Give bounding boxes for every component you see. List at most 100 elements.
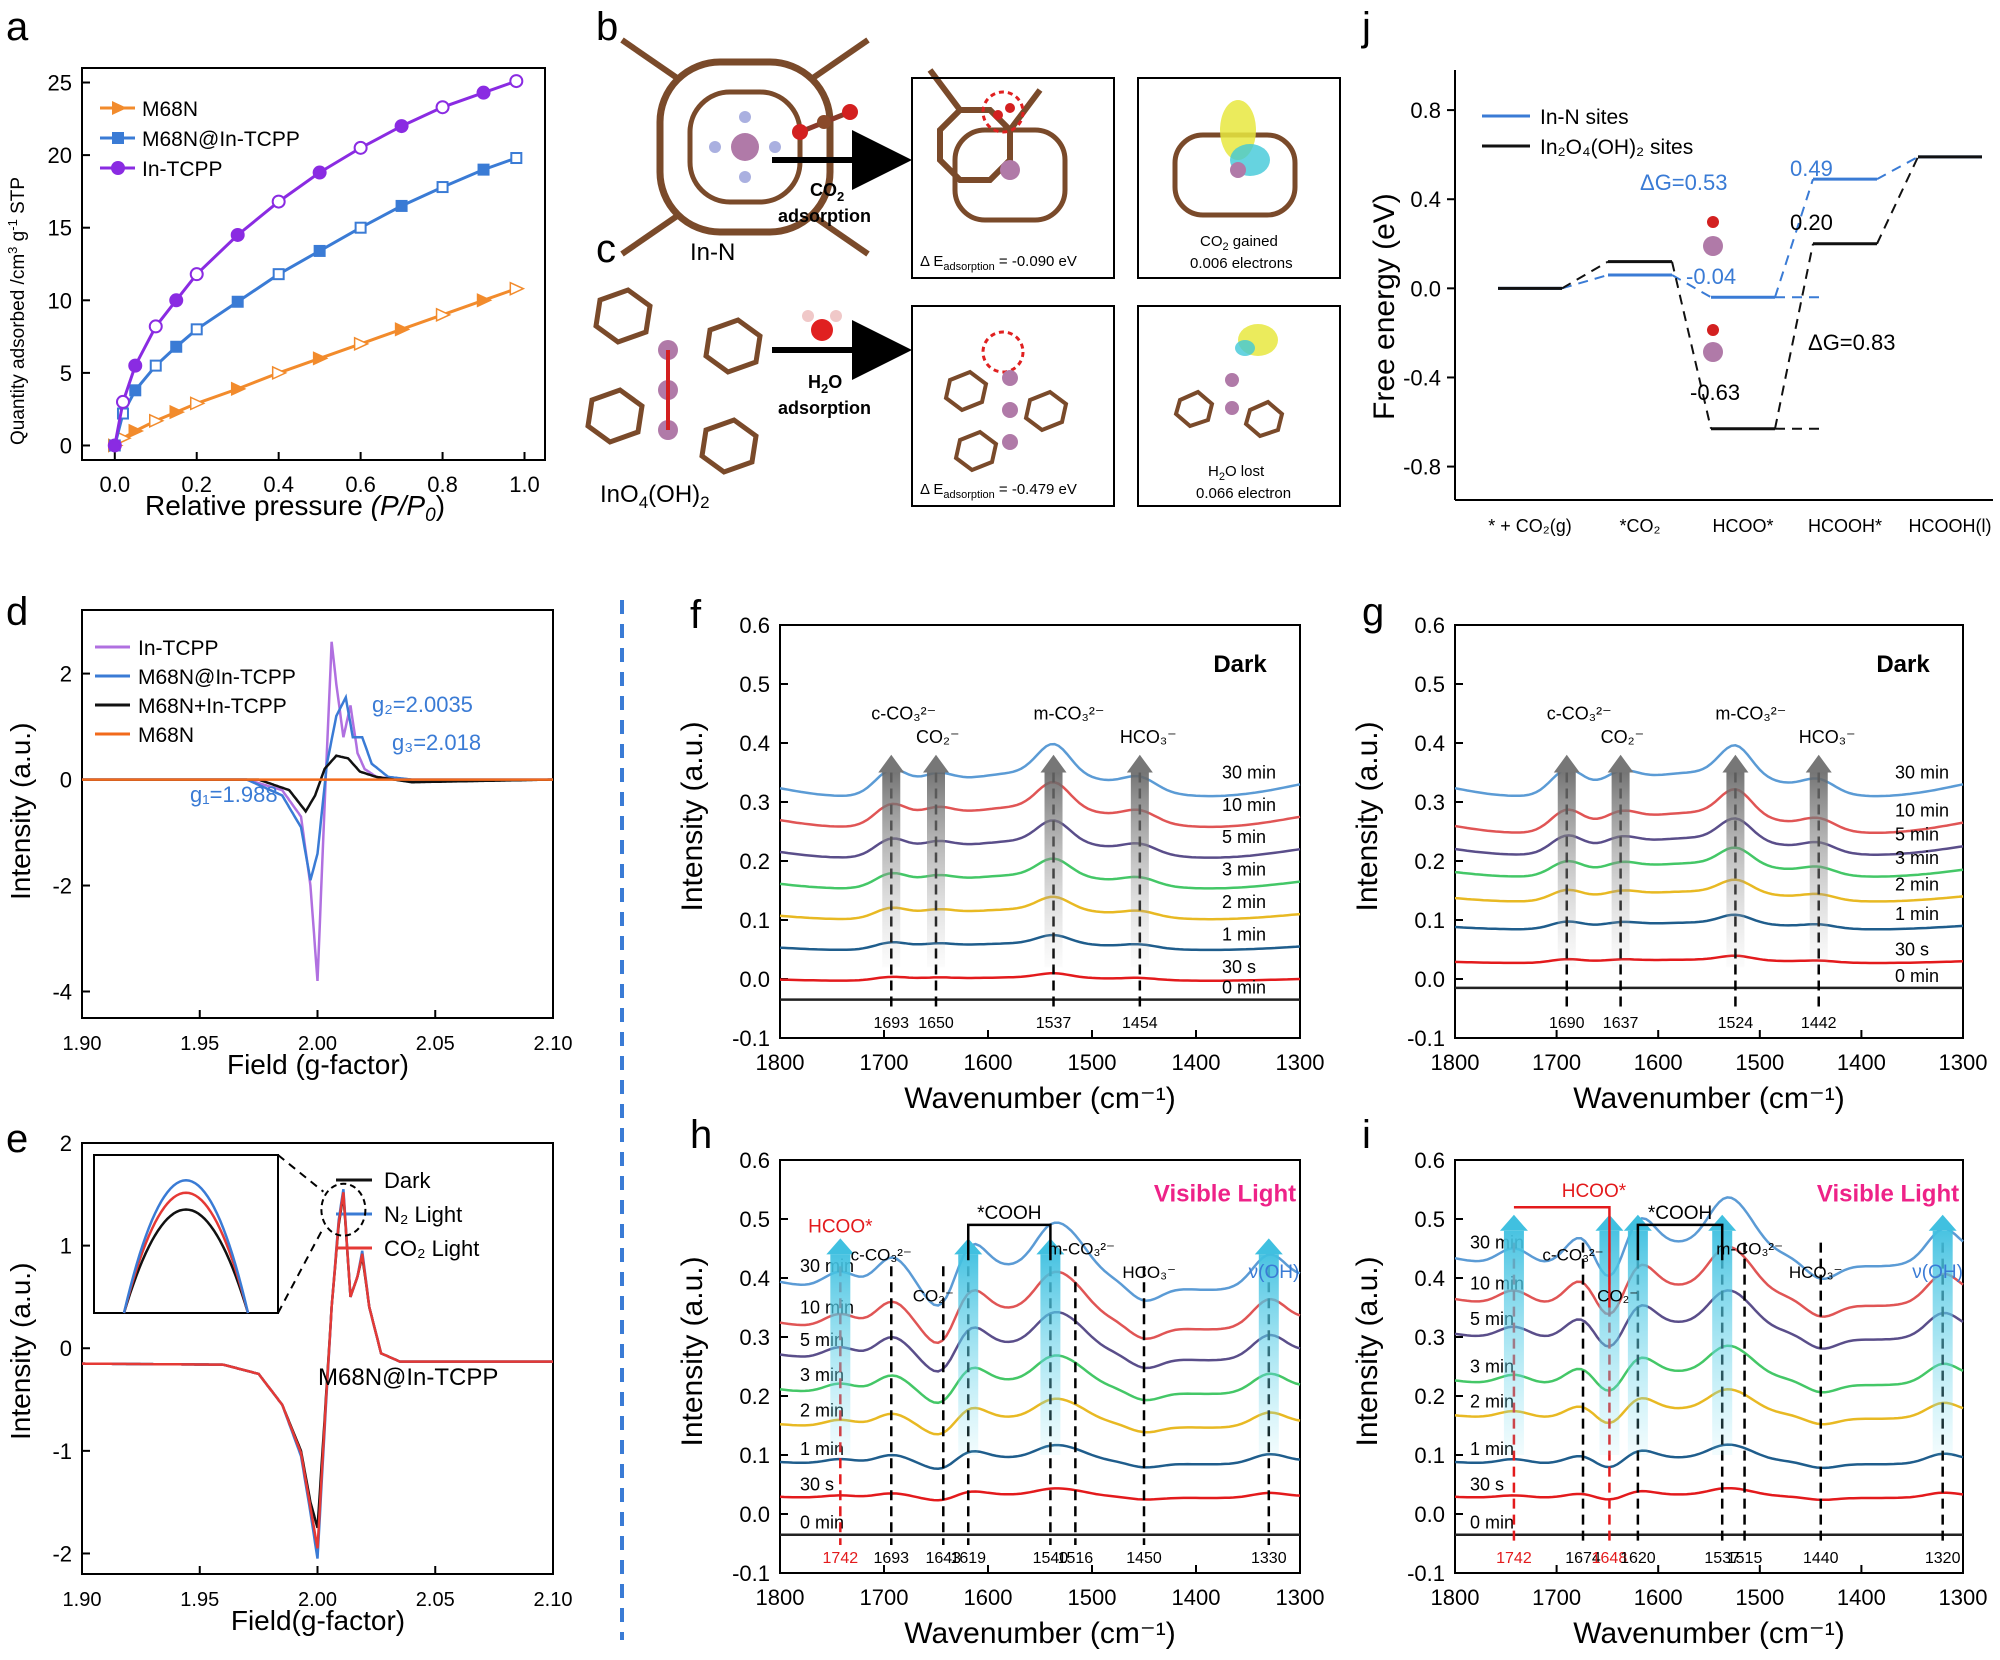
h2o-adsorbed-box (911, 305, 1115, 507)
h-ytick-label: 0.1 (739, 1443, 770, 1468)
f-xtick-label: 1700 (860, 1050, 909, 1075)
j-connector (1774, 178, 1814, 298)
f-ytick-label: 0.2 (739, 849, 770, 874)
i-spectrum-3 (1454, 1344, 1964, 1394)
j-annot-dg1: ΔG=0.53 (1640, 170, 1727, 195)
a-xtick-label: 0.8 (427, 472, 458, 497)
f-spectrum-3 (779, 857, 1301, 890)
d-xtick-label: 1.95 (180, 1033, 219, 1055)
j-molecule-icon (1707, 216, 1719, 228)
e-ytick-label: -2 (52, 1541, 72, 1566)
a-xtick-label: 0.6 (345, 472, 376, 497)
i-condition: Visible Light (1817, 1180, 1959, 1207)
i-peak-value: 1648 (1592, 1550, 1628, 1567)
g-spectrum-2 (1454, 817, 1964, 856)
j-ylabel: Free energy (eV) (1368, 193, 1401, 420)
g-ytick-label: 0.0 (1414, 967, 1445, 992)
a-xtick-label: 0.0 (99, 472, 130, 497)
h-spectrum-3 (779, 1354, 1301, 1405)
h-condition: Visible Light (1154, 1180, 1296, 1207)
co2-adsorbed-box (911, 77, 1115, 279)
j-legend-label: In-N sites (1540, 106, 1629, 129)
h-spectrum-5 (779, 1443, 1301, 1470)
f-grey-arrow (882, 772, 901, 968)
i-ytick-label: -0.1 (1407, 1561, 1445, 1586)
h-spectrum-0 (779, 1221, 1301, 1307)
g-spectrum-6 (1454, 954, 1964, 965)
i-cyan-arrowhead (1708, 1214, 1737, 1231)
i-xtick-label: 1600 (1634, 1585, 1683, 1610)
d-legend-label: M68N (138, 724, 194, 747)
label-part: g (8, 231, 29, 247)
a-point (476, 293, 493, 308)
f-peak-label: m-CO₃²⁻ (1034, 703, 1105, 723)
f-xlabel: Wavenumber (cm⁻¹) (904, 1082, 1175, 1115)
h2o-lost-label: H2O lost (1208, 463, 1265, 483)
f-peak-label: CO₂⁻ (916, 727, 960, 747)
g-condition: Dark (1876, 651, 1930, 678)
panel-letter-e: e (6, 1117, 28, 1161)
i-peak-value: 1742 (1496, 1550, 1532, 1567)
i-label-cco3: c-CO₃²⁻ (1542, 1245, 1603, 1264)
i-peak-value: 1440 (1803, 1550, 1839, 1567)
i-time-label: 2 min (1470, 1392, 1514, 1412)
h-xtick-label: 1500 (1068, 1585, 1117, 1610)
f-ytick-label: 0.5 (739, 672, 770, 697)
j-annot-020: 0.20 (1790, 210, 1833, 235)
a-point (353, 140, 368, 155)
f-grey-arrow (1130, 772, 1149, 968)
a-point (189, 267, 204, 282)
label-part: -1 (5, 219, 20, 231)
a-point (312, 165, 327, 180)
a-series-line-0 (113, 287, 517, 447)
panel-letter-g: g (1362, 590, 1384, 634)
h-cyan-arrow (1258, 1254, 1279, 1455)
label-part: STP (8, 177, 29, 219)
i-time-label: 3 min (1470, 1356, 1514, 1376)
i-cyan-arrow (1627, 1230, 1648, 1455)
e-xtick-label: 2.00 (298, 1589, 337, 1611)
f-ytick-label: 0.6 (739, 613, 770, 638)
g-xtick-label: 1500 (1735, 1050, 1784, 1075)
f-ytick-label: 0.4 (739, 731, 770, 756)
a-point (128, 358, 143, 373)
i-spectrum-0 (1454, 1196, 1964, 1281)
h-cyan-arrow (830, 1254, 851, 1455)
f-time-label: 1 min (1222, 925, 1266, 945)
co2-charge-structure (1172, 100, 1298, 218)
e-zoom-line (277, 1227, 325, 1314)
j-connector (1561, 260, 1609, 290)
d-annot-g3: g₃=2.018 (392, 730, 481, 755)
f-spectrum-5 (779, 933, 1301, 952)
a-legend-marker (111, 161, 125, 175)
label-part: Relative pressure (145, 490, 371, 521)
i-cyan-arrow (1599, 1230, 1620, 1455)
a-legend-label: M68N@In-TCPP (142, 128, 300, 151)
co2-arrow-label: CO2 (810, 180, 844, 204)
j-annot-m063: -0.63 (1690, 380, 1740, 405)
f-ytick-label: 0.1 (739, 908, 770, 933)
i-label-hcoo: HCOO* (1562, 1181, 1627, 1202)
i-peak-value: 1537 (1704, 1550, 1740, 1567)
chart-a: 0.0 0.2 0.4 0.6 0.8 1.0 0 5 10 15 20 25 M68N M68N@In-… (5, 67, 546, 526)
i-spectrum-6 (1454, 1486, 1964, 1502)
e-xtick-label: 1.95 (180, 1589, 219, 1611)
i-spectrum-5 (1454, 1443, 1964, 1470)
h-ylabel: Intensity (a.u.) (676, 1256, 709, 1446)
i-cyan-arrowhead (1499, 1214, 1528, 1231)
f-time-label: 3 min (1222, 860, 1266, 880)
g-grey-arrowhead (1607, 754, 1634, 773)
e-ytick-label: 0 (60, 1336, 72, 1361)
j-category: * + CO₂(g) (1488, 516, 1572, 536)
h-label-hcoo: HCOO* (808, 1217, 873, 1238)
f-time-label: 0 min (1222, 978, 1266, 998)
i-xtick-label: 1400 (1837, 1585, 1886, 1610)
d-series-line-0 (82, 641, 553, 981)
d-legend-label: In-TCPP (138, 637, 219, 660)
g-peak-value: 1637 (1603, 1015, 1639, 1032)
a-legend-label: M68N (142, 98, 198, 121)
a-point (271, 365, 288, 381)
f-xtick-label: 1600 (964, 1050, 1013, 1075)
i-ytick-label: 0.1 (1414, 1443, 1445, 1468)
